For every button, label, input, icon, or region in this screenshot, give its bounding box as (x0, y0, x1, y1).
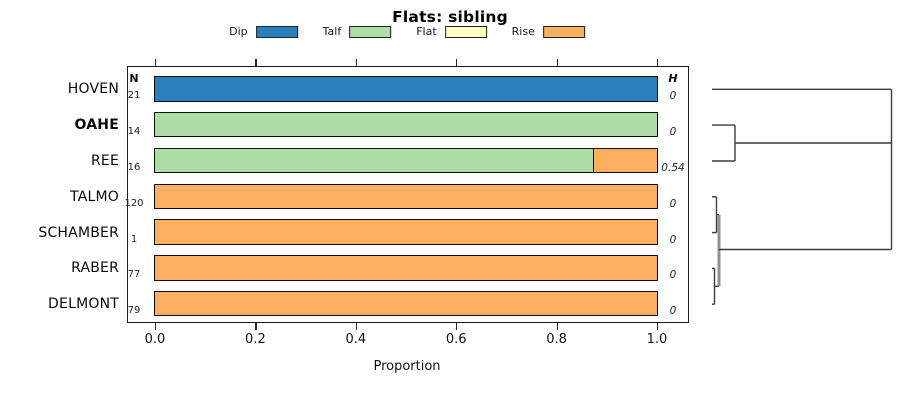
legend-item-rise: Rise (512, 25, 585, 38)
n-value: 16 (127, 161, 141, 173)
top-axis-tick (155, 59, 157, 66)
x-tick-label: 0.2 (245, 332, 266, 347)
x-axis-title: Proportion (373, 359, 441, 374)
h-value: 0 (669, 126, 677, 139)
h-value: 0.54 (661, 161, 685, 174)
bottom-axis-tick (657, 323, 659, 330)
top-axis-tick (255, 59, 257, 66)
x-tick-label: 1.0 (646, 332, 668, 347)
legend-item-flat: Flat (416, 25, 487, 38)
bottom-axis-tick (556, 323, 558, 330)
row-label-schamber: SCHAMBER (38, 224, 119, 241)
h-value: 0 (669, 233, 677, 246)
legend-swatch-rise (542, 25, 585, 38)
bar-segment-talf (154, 148, 594, 173)
row-label-raber: RABER (71, 260, 119, 277)
bar-segment-rise (154, 256, 657, 280)
bar-ree (153, 147, 658, 174)
h-column-header: H (668, 72, 678, 85)
bar-raber (153, 255, 658, 281)
top-axis-tick (456, 59, 458, 66)
bottom-axis-tick (456, 323, 458, 330)
n-value: 77 (127, 269, 141, 281)
row-label-ree: REE (90, 152, 119, 169)
bottom-axis-tick (355, 323, 357, 330)
legend: Dip Talf Flat Rise (229, 25, 585, 38)
x-tick-label: 0.0 (144, 332, 166, 347)
bar-segment-rise (154, 220, 657, 244)
h-value: 0 (669, 269, 677, 282)
legend-item-talf: Talf (323, 25, 392, 38)
bar-talmo (153, 183, 658, 209)
h-value: 0 (669, 197, 677, 210)
h-value: 0 (669, 305, 677, 318)
bar-segment-rise (154, 291, 657, 316)
n-value: 79 (127, 305, 141, 317)
bottom-axis-tick (155, 323, 157, 330)
n-value: 21 (127, 90, 141, 102)
bar-segment-rise (154, 184, 657, 208)
row-label-hoven: HOVEN (67, 81, 119, 98)
n-column-header: N (129, 72, 139, 85)
top-axis-tick (556, 59, 558, 66)
bar-schamber (153, 219, 658, 245)
top-axis-tick (355, 59, 357, 66)
bar-hoven (153, 76, 658, 102)
bottom-axis-tick (255, 323, 257, 330)
chart-title: Flats: sibling (392, 8, 508, 26)
h-value: 0 (669, 90, 677, 103)
n-value: 1 (130, 233, 138, 245)
bar-segment-talf (154, 112, 657, 137)
legend-swatch-flat (444, 25, 487, 38)
legend-label: Dip (229, 25, 248, 38)
legend-label: Rise (511, 25, 535, 38)
x-tick-label: 0.8 (546, 332, 567, 347)
row-label-oahe: OAHE (74, 117, 119, 134)
legend-swatch-dip (255, 25, 298, 38)
legend-swatch-talf (349, 25, 392, 38)
n-value: 14 (127, 126, 141, 138)
x-tick-label: 0.6 (445, 332, 467, 347)
top-axis-tick (657, 59, 659, 66)
legend-label: Flat (416, 25, 437, 38)
bar-segment-dip (154, 77, 657, 101)
row-label-delmont: DELMONT (48, 296, 119, 313)
bar-oahe (153, 111, 658, 138)
row-label-talmo: TALMO (70, 188, 119, 205)
legend-item-dip: Dip (229, 25, 298, 38)
bar-delmont (153, 290, 658, 317)
x-tick-label: 0.4 (345, 332, 367, 347)
bar-segment-rise (593, 148, 657, 173)
n-value: 120 (124, 197, 144, 209)
legend-label: Talf (322, 25, 342, 38)
